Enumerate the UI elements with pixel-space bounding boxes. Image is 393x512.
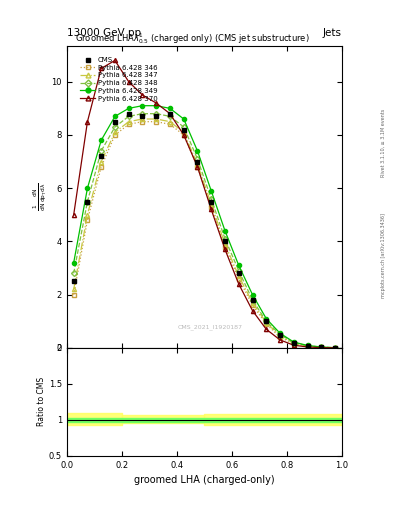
Y-axis label: $\mathregular{\frac{1}{\mathrm{d}N}\frac{\mathrm{d}N}{\mathrm{d}p_{T}\mathrm{d}\: $\mathregular{\frac{1}{\mathrm{d}N}\frac… xyxy=(31,183,49,211)
Text: Jets: Jets xyxy=(323,28,342,38)
Text: CMS_2021_I1920187: CMS_2021_I1920187 xyxy=(177,324,242,330)
Text: Rivet 3.1.10, ≥ 3.1M events: Rivet 3.1.10, ≥ 3.1M events xyxy=(381,109,386,178)
Y-axis label: Ratio to CMS: Ratio to CMS xyxy=(37,377,46,426)
Text: Groomed LHA$\lambda^{1}_{0.5}$ (charged only) (CMS jet substructure): Groomed LHA$\lambda^{1}_{0.5}$ (charged … xyxy=(75,31,310,46)
Text: mcplots.cern.ch [arXiv:1306.3436]: mcplots.cern.ch [arXiv:1306.3436] xyxy=(381,214,386,298)
Text: 13000 GeV pp: 13000 GeV pp xyxy=(67,28,141,38)
Legend: CMS, Pythia 6.428 346, Pythia 6.428 347, Pythia 6.428 348, Pythia 6.428 349, Pyt: CMS, Pythia 6.428 346, Pythia 6.428 347,… xyxy=(79,56,159,103)
X-axis label: groomed LHA (charged-only): groomed LHA (charged-only) xyxy=(134,475,275,485)
